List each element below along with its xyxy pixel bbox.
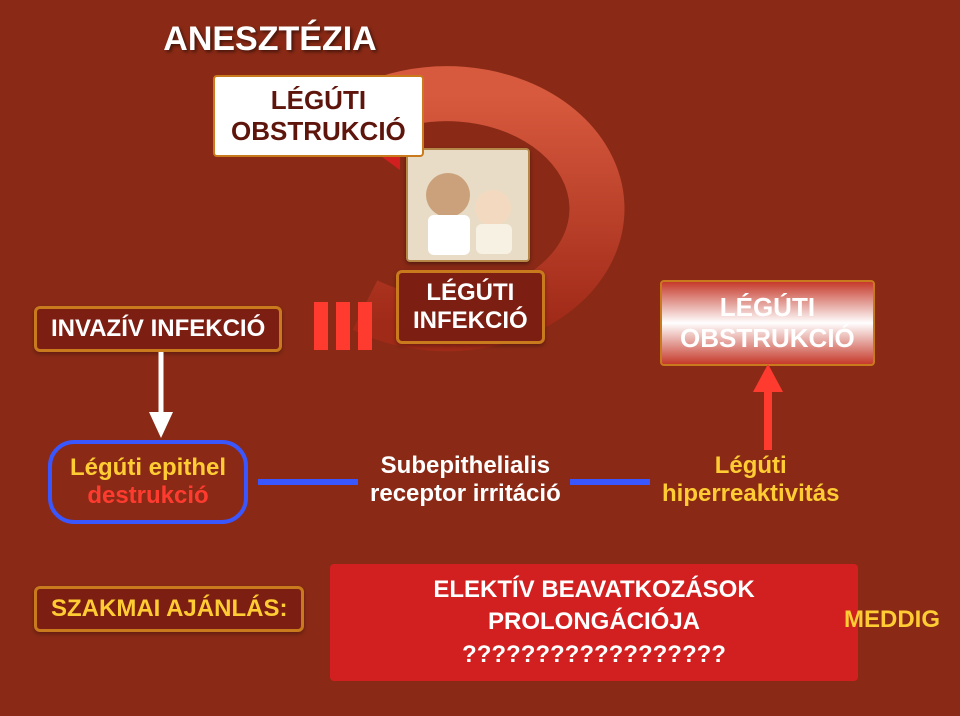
box-recommendation-text: SZAKMAI AJÁNLÁS:	[51, 595, 287, 622]
box-infection-line2: INFEKCIÓ	[413, 307, 528, 335]
box-obstruction-top-line1: LÉGÚTI	[231, 85, 406, 116]
box-hyperreactivity: Légúti hiperreaktivitás	[652, 448, 849, 512]
box-obstruction-top: LÉGÚTI OBSTRUKCIÓ	[213, 75, 424, 157]
box-subepithelial-line2: receptor irritáció	[370, 480, 561, 508]
center-photo	[406, 148, 530, 262]
box-hyperreactivity-line1: Légúti	[662, 452, 839, 480]
box-obstruction-top-line2: OBSTRUKCIÓ	[231, 116, 406, 147]
connector-left-icon	[258, 478, 358, 488]
slide-root: ANESZTÉZIA LÉGÚTI OBSTRUKCIÓ LÉGÚTI INFE	[0, 0, 960, 716]
box-obstruction-right-line2: OBSTRUKCIÓ	[680, 323, 855, 354]
up-arrow-icon	[748, 364, 788, 450]
meddig-label: MEDDIG	[844, 606, 940, 634]
connector-right-icon	[570, 478, 650, 488]
box-infection: LÉGÚTI INFEKCIÓ	[396, 270, 545, 344]
box-obstruction-right: LÉGÚTI OBSTRUKCIÓ	[660, 280, 875, 366]
box-invasive-text: INVAZÍV INFEKCIÓ	[51, 315, 265, 342]
box-epithel: Légúti epithel destrukció	[48, 440, 248, 524]
down-arrow-icon	[146, 352, 176, 442]
box-hyperreactivity-line2: hiperreaktivitás	[662, 480, 839, 508]
box-epithel-line1: Légúti epithel	[70, 454, 226, 482]
box-subepithelial-line1: Subepithelialis	[370, 452, 561, 480]
box-infection-line1: LÉGÚTI	[413, 279, 528, 307]
bottom-banner-line2: ??????????????????	[344, 639, 844, 671]
bottom-banner-line1: ELEKTÍV BEAVATKOZÁSOK PROLONGÁCIÓJA	[344, 574, 844, 639]
box-subepithelial: Subepithelialis receptor irritáció	[360, 448, 571, 512]
box-epithel-line2: destrukció	[70, 482, 226, 510]
bottom-banner: ELEKTÍV BEAVATKOZÁSOK PROLONGÁCIÓJA ????…	[330, 564, 858, 681]
box-invasive: INVAZÍV INFEKCIÓ	[34, 306, 282, 352]
slide-title: ANESZTÉZIA	[140, 20, 400, 59]
red-bars-icon	[314, 302, 384, 355]
box-obstruction-right-line1: LÉGÚTI	[680, 292, 855, 323]
box-recommendation: SZAKMAI AJÁNLÁS:	[34, 586, 304, 632]
